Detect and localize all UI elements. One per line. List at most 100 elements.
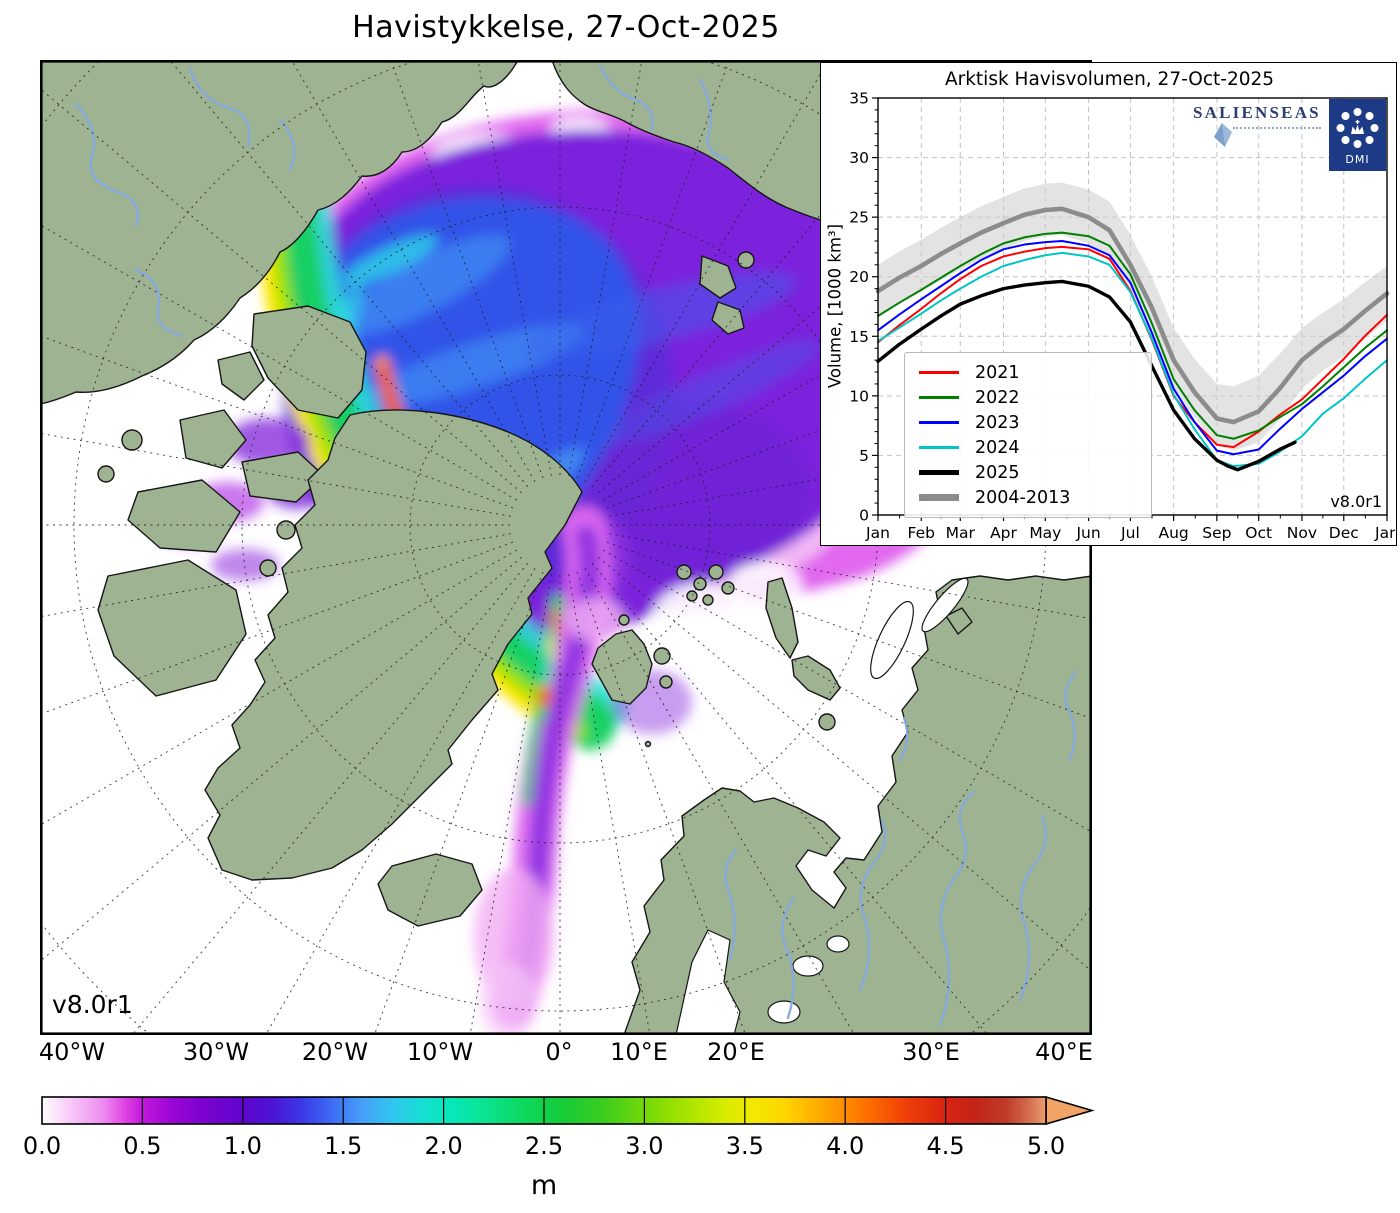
colorbar-tick-label: 1.0 <box>223 1132 262 1160</box>
svg-text:May: May <box>1029 524 1061 542</box>
chart-legend: 2021 2022 2023 2024 2025 2004-2013 <box>904 352 1152 518</box>
svg-text:Jul: Jul <box>1120 524 1140 542</box>
land-victoria <box>127 479 241 553</box>
water-pechora-bay <box>870 600 914 680</box>
colorbar-tick-label: 0.5 <box>123 1132 162 1160</box>
inland-water <box>675 577 969 1035</box>
svg-text:Jan: Jan <box>865 524 890 542</box>
land-axel-heiberg <box>217 351 265 401</box>
volume-chart-inset: Jan Feb Mar Apr May Jun Jul Aug Sep Oct Nov Dec Jan 0… <box>820 62 1397 546</box>
salienseas-tagline-rule <box>1233 127 1321 129</box>
legend-label: 2023 <box>975 412 1020 433</box>
svg-text:Sep: Sep <box>1202 524 1231 542</box>
dmi-logo: DMI <box>1329 99 1386 175</box>
svg-text:0: 0 <box>859 507 869 525</box>
land-baffin <box>97 559 247 697</box>
svg-text:10: 10 <box>849 387 869 405</box>
land-novaya-zemlya-south <box>791 655 841 701</box>
longitude-tick-label: 10°E <box>610 1038 668 1066</box>
page-title: Havistykkelse, 27-Oct-2025 <box>352 10 780 45</box>
legend-label: 2022 <box>975 387 1020 408</box>
land-ellesmere <box>251 305 367 419</box>
legend-swatch <box>919 421 959 424</box>
iceberg-icon <box>1214 123 1232 147</box>
dmi-logo-canvas <box>1329 99 1386 171</box>
svg-text:Nov: Nov <box>1287 524 1317 542</box>
land-novaya-zemlya-north <box>765 577 799 659</box>
longitude-tick-label: 10°W <box>406 1038 474 1066</box>
land-canada-alaska <box>40 60 519 405</box>
land-franz-josef <box>676 564 735 606</box>
chart-title: Arktisk Havisvolumen, 27-Oct-2025 <box>944 69 1275 90</box>
map-border <box>40 60 1092 1035</box>
legend-item: 2023 <box>919 410 1151 435</box>
colorbar-canvas <box>41 1095 1095 1126</box>
colorbar-tick-label: 5.0 <box>1026 1132 1066 1160</box>
longitude-tick-label: 40°W <box>38 1038 106 1066</box>
dmi-dot-ring <box>1336 108 1379 148</box>
land-layer <box>40 60 1092 1035</box>
salienseas-logo-text: SALIENSEAS <box>1193 103 1321 122</box>
rivers <box>74 64 1078 1027</box>
land-scandinavia-russia <box>623 575 1092 1035</box>
dmi-logo-text: DMI <box>1345 153 1370 166</box>
colorbar-unit-label: m <box>530 1170 558 1201</box>
dmi-crown-icon <box>1351 120 1364 134</box>
svg-text:Dec: Dec <box>1329 524 1359 542</box>
longitude-tick-label: 40°E <box>1035 1038 1093 1066</box>
legend-label: 2004-2013 <box>975 487 1071 508</box>
chart-y-axis-label: Volume, [1000 km³] <box>825 223 845 389</box>
legend-swatch <box>919 396 959 399</box>
colorbar-tick-label: 3.0 <box>625 1132 664 1160</box>
colorbar-tick-labels: 0.0 0.5 1.0 1.5 2.0 2.5 3.0 3.5 4.0 4.5 5.0 <box>23 1132 1100 1162</box>
colorbar-tick-label: 2.0 <box>424 1132 463 1160</box>
svg-text:25: 25 <box>849 209 869 227</box>
map-version-label: v8.0r1 <box>52 990 133 1019</box>
colorbar-tick-label: 4.5 <box>926 1132 965 1160</box>
svg-text:Mar: Mar <box>946 524 976 542</box>
legend-swatch <box>919 446 959 449</box>
svg-text:Jan: Jan <box>1374 524 1395 542</box>
svg-text:Jun: Jun <box>1075 524 1100 542</box>
colorbar-tick-label: 1.5 <box>324 1132 363 1160</box>
legend-swatch <box>919 494 959 501</box>
land-vaygach <box>945 607 973 635</box>
legend-item: 2004-2013 <box>919 485 1151 510</box>
legend-label: 2024 <box>975 437 1020 458</box>
chart-version-label: v8.0r1 <box>1330 492 1382 511</box>
land-svalbard <box>591 629 653 705</box>
legend-label: 2021 <box>975 362 1020 383</box>
longitude-tick-label: 0° <box>545 1038 573 1066</box>
svg-text:Feb: Feb <box>908 524 935 542</box>
legend-item: 2024 <box>919 435 1151 460</box>
colorbar-tick-label: 0.0 <box>22 1132 62 1160</box>
legend-item: 2021 <box>919 360 1151 385</box>
land-iceland <box>377 853 483 927</box>
legend-label: 2025 <box>975 462 1020 483</box>
water-kara-strait <box>921 577 969 633</box>
colorbar-tick-label: 2.5 <box>524 1132 564 1160</box>
salienseas-logo: SALIENSEAS <box>1193 103 1333 147</box>
svg-text:20: 20 <box>849 268 869 286</box>
svg-text:30: 30 <box>849 149 869 167</box>
longitude-axis: 40°W 30°W 20°W 10°W 0° 10°E 20°E 30°E 40°E <box>38 1038 1093 1068</box>
longitude-tick-label: 30°W <box>182 1038 250 1066</box>
legend-item: 2022 <box>919 385 1151 410</box>
longitude-tick-label: 30°E <box>902 1038 960 1066</box>
colorbar-tick-label: 3.5 <box>725 1132 764 1160</box>
land-greenland <box>204 409 583 881</box>
land-kolguyev <box>818 713 836 731</box>
legend-item: 2025 <box>919 460 1151 485</box>
svg-text:35: 35 <box>849 90 869 108</box>
svg-text:5: 5 <box>859 447 869 465</box>
svg-text:Apr: Apr <box>990 524 1017 542</box>
colorbar-tick-label: 4.0 <box>826 1132 865 1160</box>
svg-text:Oct: Oct <box>1245 524 1272 542</box>
longitude-tick-label: 20°W <box>301 1038 369 1066</box>
longitude-tick-label: 20°E <box>707 1038 765 1066</box>
thickness-colorbar <box>40 1093 1100 1135</box>
legend-swatch <box>919 470 959 475</box>
legend-swatch <box>919 371 959 374</box>
svg-text:Aug: Aug <box>1158 524 1188 542</box>
